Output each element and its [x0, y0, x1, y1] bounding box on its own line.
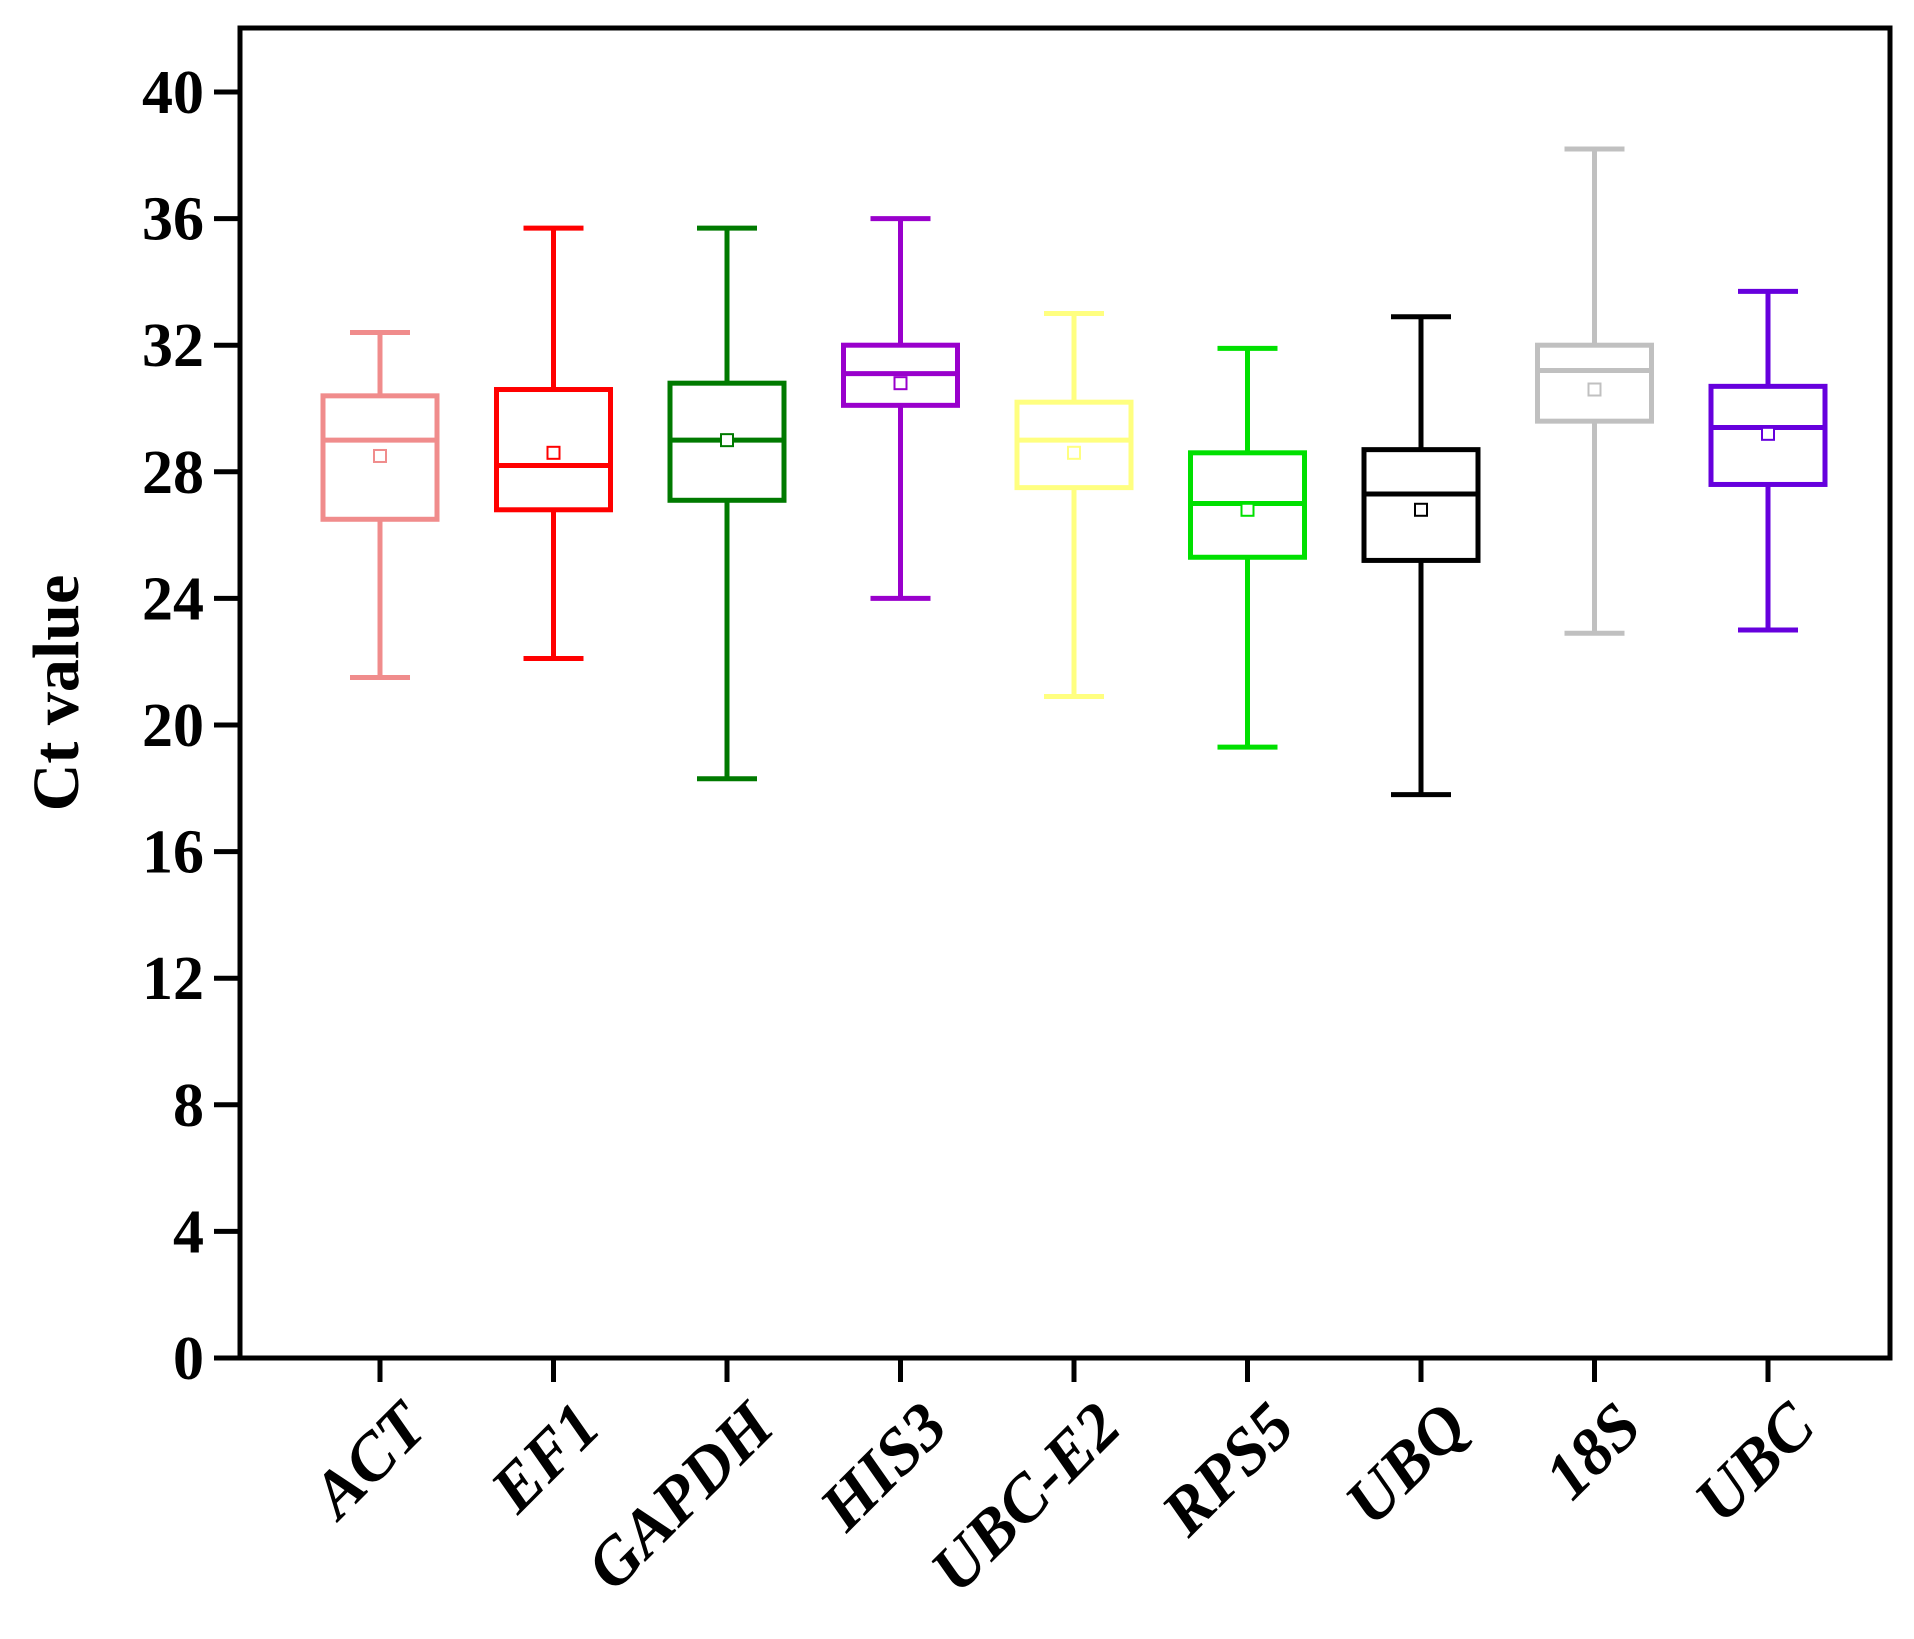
- mean-marker: [720, 433, 734, 448]
- box-series: [320, 146, 1828, 798]
- mean-marker: [893, 376, 908, 391]
- box-rps5: [1188, 345, 1307, 750]
- x-tick-label-his3: HIS3: [805, 1389, 961, 1545]
- mean-marker: [546, 445, 561, 460]
- box-ubc: [1708, 288, 1828, 633]
- box-gapdh: [667, 225, 787, 782]
- y-tick-label-0: 0: [173, 1325, 204, 1393]
- y-axis: 0 4 8 12 16 20 24 28 32 36 40: [142, 59, 240, 1393]
- y-tick-label-4: 4: [173, 1198, 204, 1266]
- x-tick-label-18s: 18S: [1531, 1389, 1655, 1513]
- mean-marker: [1761, 426, 1775, 441]
- y-tick-label-40: 40: [142, 59, 204, 127]
- box-his3: [841, 216, 960, 601]
- y-tick-label-24: 24: [142, 565, 204, 633]
- mean-marker: [1240, 502, 1255, 517]
- y-tick-label-28: 28: [142, 439, 204, 507]
- y-tick-label-20: 20: [142, 692, 204, 760]
- x-tick-label-ubc: UBC: [1681, 1388, 1829, 1536]
- y-tick-label-36: 36: [142, 186, 204, 254]
- y-tick-label-32: 32: [142, 312, 204, 380]
- box-ef1: [494, 225, 613, 662]
- mean-marker: [1587, 382, 1602, 397]
- box-ubc-e2: [1014, 311, 1134, 700]
- x-tick-label-ubc-e2: UBC-E2: [917, 1389, 1135, 1607]
- iqr-box: [1014, 399, 1134, 491]
- y-tick-label-8: 8: [173, 1072, 204, 1140]
- x-tick-label-act: ACT: [295, 1387, 442, 1534]
- mean-marker: [1067, 445, 1081, 460]
- x-tick-label-rps5: RPS5: [1147, 1389, 1308, 1550]
- plot-frame: [237, 25, 1893, 1361]
- box-act: [320, 330, 440, 681]
- box-ubq: [1361, 314, 1481, 798]
- mean-marker: [373, 448, 387, 463]
- box-18s: [1535, 146, 1654, 636]
- y-axis-title: Ct value: [20, 575, 93, 811]
- y-tick-label-12: 12: [142, 945, 204, 1013]
- y-tick-label-16: 16: [142, 819, 204, 887]
- x-tick-label-gapdh: GAPDH: [573, 1387, 790, 1604]
- x-tick-label-ubq: UBQ: [1331, 1389, 1481, 1539]
- mean-marker: [1414, 502, 1428, 517]
- x-tick-label-ef1: EF1: [476, 1389, 614, 1527]
